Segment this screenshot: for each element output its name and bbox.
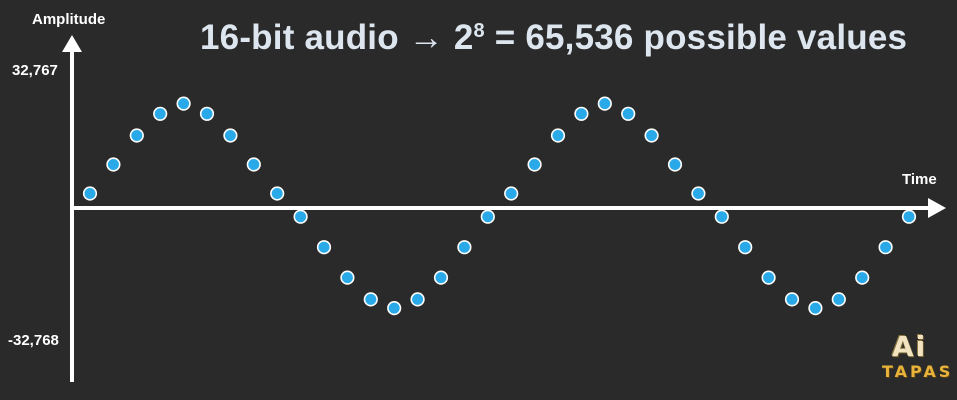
sample-point (433, 270, 449, 285)
sample-point (808, 301, 823, 316)
sample-point (363, 292, 378, 307)
sample-point (106, 157, 121, 172)
sample-point (153, 106, 168, 121)
sample-point (597, 96, 612, 111)
sample-point (550, 128, 566, 143)
sample-point (176, 96, 191, 111)
x-axis-label: Time (902, 171, 937, 188)
y-min-label: -32,768 (8, 332, 59, 349)
sample-point (644, 128, 659, 143)
sample-point (457, 240, 472, 255)
sample-point (410, 292, 425, 307)
sample-point (480, 209, 495, 224)
y-axis (62, 35, 82, 382)
sample-point (855, 270, 870, 285)
sample-point (246, 157, 261, 172)
x-axis (72, 198, 946, 218)
sample-point (527, 157, 542, 172)
title-exponent: 8 (473, 20, 485, 42)
title-prefix: 16-bit audio → 2 (200, 18, 474, 57)
sample-point (761, 270, 776, 285)
sample-point (667, 157, 683, 172)
sample-point (784, 292, 800, 307)
y-axis-label: Amplitude (32, 11, 106, 28)
y-max-label: 32,767 (12, 62, 58, 79)
sample-point (574, 106, 589, 121)
sample-point (199, 106, 215, 121)
sample-point (82, 186, 98, 201)
sample-point (270, 186, 285, 201)
sample-point (738, 240, 753, 255)
sample-point (387, 301, 402, 316)
sample-point (714, 209, 729, 224)
sample-point (293, 209, 308, 224)
sample-point (831, 292, 846, 307)
logo-text-tapas: TAPAS (882, 362, 954, 381)
sample-point (621, 106, 636, 121)
page-title: 16-bit audio → 28 = 65,536 possible valu… (200, 18, 907, 58)
sample-point (691, 186, 706, 201)
sample-point (223, 128, 238, 143)
title-suffix: = 65,536 possible values (484, 18, 908, 57)
sample-point (316, 240, 332, 255)
logo-text-ai: Ai (892, 330, 928, 363)
sample-point (878, 240, 893, 255)
sample-point (901, 209, 917, 224)
sample-points (82, 96, 917, 316)
brand-logo: Ai TAPAS (882, 330, 950, 386)
sample-point (129, 128, 144, 143)
sample-point (340, 270, 355, 285)
sample-point (504, 186, 519, 201)
